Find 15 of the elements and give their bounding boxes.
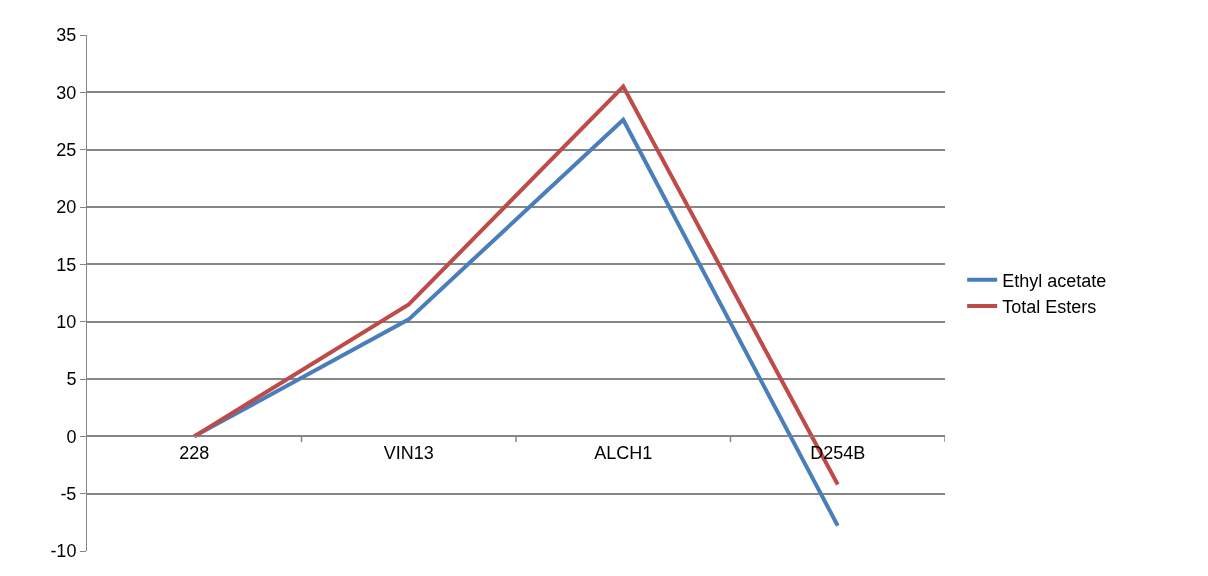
y-tick-label: -10 xyxy=(50,541,77,562)
y-tick-label: 5 xyxy=(66,369,77,390)
y-tick-label: 15 xyxy=(56,254,77,275)
y-tick-label: -5 xyxy=(60,483,77,504)
x-tick-label: ALCH1 xyxy=(594,442,653,463)
legend-label: Ethyl acetate xyxy=(1002,270,1107,291)
y-tick-label: 30 xyxy=(56,82,77,103)
x-tick-label: 228 xyxy=(179,442,210,463)
x-tick-label: VIN13 xyxy=(383,442,434,463)
y-tick-label: 35 xyxy=(56,25,77,46)
legend-label: Total Esters xyxy=(1002,297,1097,318)
y-tick-label: 10 xyxy=(56,311,77,332)
y-tick-label: 0 xyxy=(66,426,77,447)
y-tick-label: 20 xyxy=(56,197,77,218)
y-tick-label: 25 xyxy=(56,139,77,160)
